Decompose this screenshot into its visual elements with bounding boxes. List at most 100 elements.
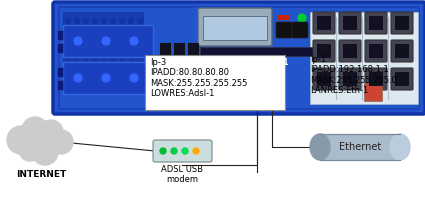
FancyBboxPatch shape: [252, 97, 262, 103]
Circle shape: [65, 18, 71, 24]
Circle shape: [74, 55, 79, 59]
FancyBboxPatch shape: [203, 16, 267, 40]
FancyBboxPatch shape: [395, 72, 409, 86]
FancyBboxPatch shape: [339, 12, 361, 34]
FancyBboxPatch shape: [339, 68, 361, 90]
Text: ETH-1: ETH-1: [263, 58, 289, 67]
Circle shape: [110, 55, 116, 59]
FancyBboxPatch shape: [391, 40, 413, 62]
FancyBboxPatch shape: [310, 12, 418, 104]
Circle shape: [93, 55, 97, 59]
Circle shape: [32, 139, 58, 165]
Circle shape: [193, 148, 199, 154]
Text: ADSL USB
modem: ADSL USB modem: [161, 165, 203, 184]
Circle shape: [83, 55, 88, 59]
FancyBboxPatch shape: [320, 134, 400, 160]
Circle shape: [74, 37, 82, 45]
Circle shape: [74, 28, 79, 33]
FancyBboxPatch shape: [57, 80, 63, 90]
FancyBboxPatch shape: [365, 40, 387, 62]
Circle shape: [128, 55, 133, 59]
FancyBboxPatch shape: [263, 68, 281, 82]
Circle shape: [119, 55, 125, 59]
FancyBboxPatch shape: [317, 72, 331, 86]
Text: Ip-1
IPADD:192.168.1.1
MASK:255.255.255.0
LANRES:Eth-1: Ip-1 IPADD:192.168.1.1 MASK:255.255.255.…: [310, 55, 397, 95]
FancyBboxPatch shape: [395, 44, 409, 58]
FancyBboxPatch shape: [200, 47, 320, 56]
Circle shape: [65, 55, 71, 59]
FancyBboxPatch shape: [395, 16, 409, 30]
FancyBboxPatch shape: [250, 96, 264, 104]
Circle shape: [65, 37, 71, 42]
Ellipse shape: [390, 134, 410, 160]
FancyBboxPatch shape: [145, 55, 285, 110]
FancyBboxPatch shape: [252, 87, 262, 93]
Circle shape: [138, 37, 142, 42]
Circle shape: [102, 74, 110, 82]
Text: Ip-3
IPADD:80.80.80.80
MASK:255.255.255.255
LOWRES:Adsl-1: Ip-3 IPADD:80.80.80.80 MASK:255.255.255.…: [150, 58, 247, 98]
Circle shape: [138, 18, 142, 24]
FancyBboxPatch shape: [250, 86, 264, 94]
Circle shape: [93, 18, 97, 24]
Circle shape: [49, 130, 73, 154]
FancyBboxPatch shape: [369, 44, 383, 58]
Circle shape: [83, 37, 88, 42]
Circle shape: [93, 46, 97, 51]
FancyBboxPatch shape: [343, 72, 357, 86]
Circle shape: [102, 18, 107, 24]
Circle shape: [83, 28, 88, 33]
Circle shape: [39, 120, 63, 144]
FancyBboxPatch shape: [313, 40, 335, 62]
Circle shape: [93, 28, 97, 33]
Circle shape: [160, 148, 166, 154]
FancyBboxPatch shape: [63, 62, 153, 94]
Circle shape: [130, 74, 138, 82]
FancyBboxPatch shape: [174, 43, 184, 57]
Circle shape: [119, 46, 125, 51]
Circle shape: [74, 46, 79, 51]
FancyBboxPatch shape: [391, 68, 413, 90]
Circle shape: [128, 46, 133, 51]
FancyBboxPatch shape: [365, 12, 387, 34]
Circle shape: [224, 92, 234, 102]
Circle shape: [102, 55, 107, 59]
FancyBboxPatch shape: [153, 140, 212, 162]
FancyBboxPatch shape: [317, 44, 331, 58]
FancyBboxPatch shape: [277, 15, 289, 20]
Circle shape: [119, 37, 125, 42]
FancyBboxPatch shape: [63, 12, 143, 62]
Circle shape: [7, 126, 35, 154]
Circle shape: [93, 37, 97, 42]
Circle shape: [102, 28, 107, 33]
Circle shape: [210, 92, 220, 102]
Circle shape: [171, 148, 177, 154]
Circle shape: [119, 18, 125, 24]
Text: Ethernet: Ethernet: [339, 142, 381, 152]
Text: USB: USB: [252, 84, 268, 90]
Text: INTERNET: INTERNET: [16, 170, 66, 179]
Circle shape: [102, 37, 110, 45]
Circle shape: [65, 28, 71, 33]
Circle shape: [238, 92, 248, 102]
Circle shape: [74, 37, 79, 42]
FancyBboxPatch shape: [198, 8, 272, 46]
FancyBboxPatch shape: [63, 25, 153, 57]
Circle shape: [83, 46, 88, 51]
FancyBboxPatch shape: [57, 43, 63, 53]
Circle shape: [102, 46, 107, 51]
Circle shape: [19, 139, 41, 161]
FancyBboxPatch shape: [313, 12, 335, 34]
Circle shape: [74, 18, 79, 24]
FancyBboxPatch shape: [317, 16, 331, 30]
Circle shape: [83, 18, 88, 24]
Circle shape: [128, 28, 133, 33]
Circle shape: [22, 117, 48, 143]
FancyBboxPatch shape: [343, 44, 357, 58]
Circle shape: [138, 28, 142, 33]
FancyBboxPatch shape: [57, 30, 63, 40]
Circle shape: [128, 37, 133, 42]
FancyBboxPatch shape: [369, 72, 383, 86]
FancyBboxPatch shape: [391, 12, 413, 34]
Circle shape: [138, 55, 142, 59]
Circle shape: [110, 46, 116, 51]
